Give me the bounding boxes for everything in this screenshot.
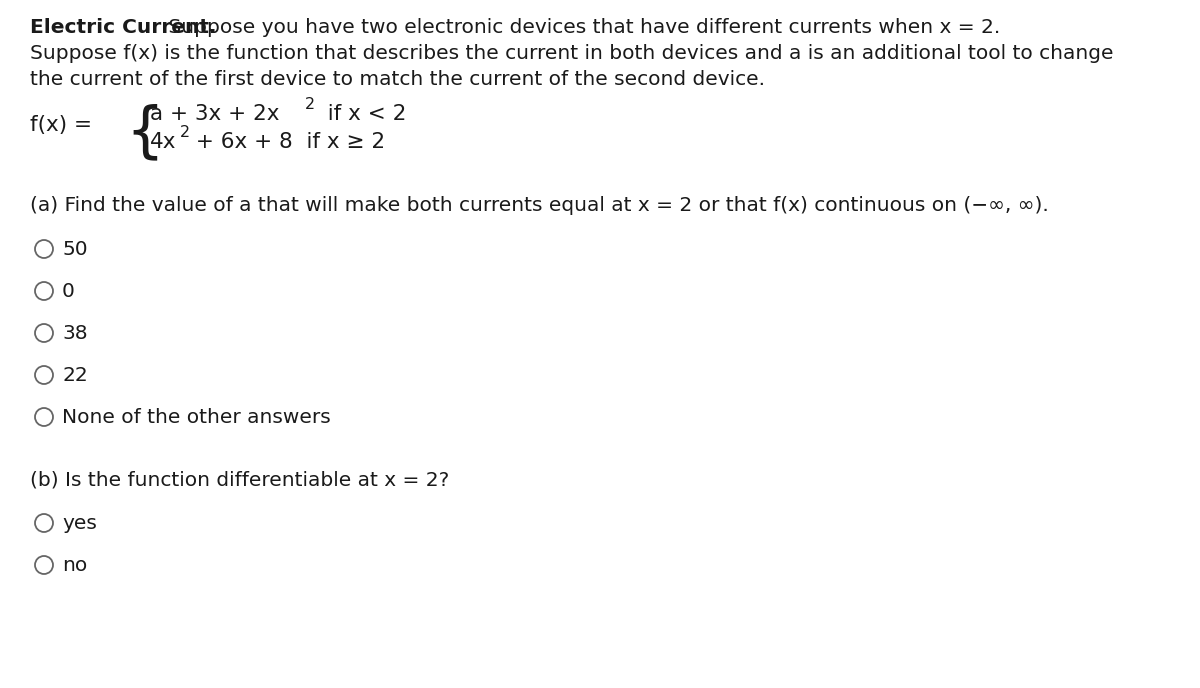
Text: Electric Current.: Electric Current. [30, 18, 216, 37]
Text: if x < 2: if x < 2 [314, 104, 407, 124]
Text: 2: 2 [305, 97, 316, 112]
Text: Suppose f(x) is the function that describes the current in both devices and a is: Suppose f(x) is the function that descri… [30, 44, 1114, 63]
Text: 38: 38 [62, 324, 88, 343]
Text: yes: yes [62, 514, 97, 533]
Text: Suppose you have two electronic devices that have different currents when x = 2.: Suppose you have two electronic devices … [162, 18, 1001, 37]
Text: 2: 2 [180, 125, 190, 140]
Text: 22: 22 [62, 366, 88, 385]
Text: 4x: 4x [150, 132, 176, 152]
Text: None of the other answers: None of the other answers [62, 408, 331, 427]
Text: (b) Is the function differentiable at x = 2?: (b) Is the function differentiable at x … [30, 470, 449, 489]
Text: the current of the first device to match the current of the second device.: the current of the first device to match… [30, 70, 766, 89]
Text: + 6x + 8  if x ≥ 2: + 6x + 8 if x ≥ 2 [190, 132, 385, 152]
Text: 0: 0 [62, 282, 74, 301]
Text: 50: 50 [62, 240, 88, 259]
Text: (a) Find the value of a that will make both currents equal at x = 2 or that f(x): (a) Find the value of a that will make b… [30, 196, 1049, 215]
Text: no: no [62, 556, 88, 575]
Text: f(x) =: f(x) = [30, 115, 98, 135]
Text: a + 3x + 2x: a + 3x + 2x [150, 104, 280, 124]
Text: {: { [125, 103, 164, 162]
